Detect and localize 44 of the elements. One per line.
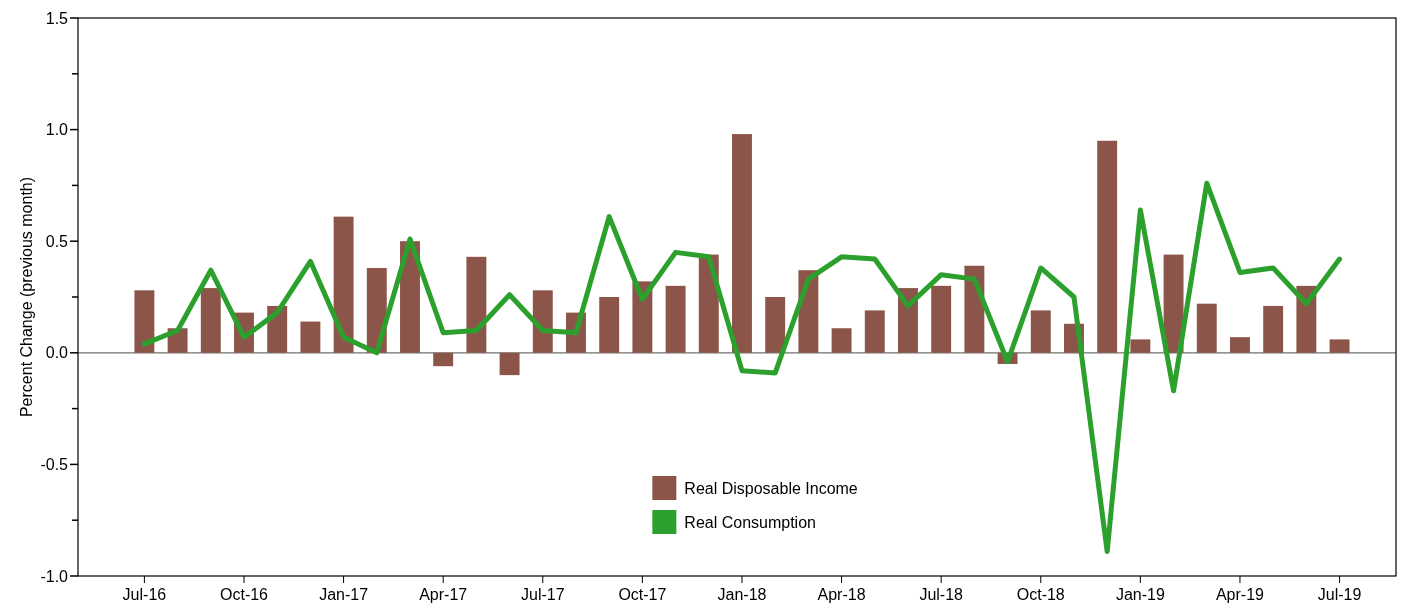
bar — [300, 321, 321, 353]
x-tick-label: Jan-19 — [1115, 586, 1165, 603]
bar — [931, 285, 952, 353]
bar — [765, 297, 786, 353]
y-axis-title: Percent Change (previous month) — [18, 176, 35, 418]
bar — [499, 352, 520, 376]
x-tick-label: Jul-17 — [521, 586, 565, 603]
y-tick-label: 1.0 — [45, 121, 69, 139]
bar — [1130, 339, 1151, 353]
bar — [732, 134, 752, 353]
bar — [599, 297, 620, 353]
legend-label: Real Consumption — [684, 513, 816, 531]
bar — [1097, 140, 1118, 353]
x-tick-label: Apr-17 — [419, 586, 468, 603]
bar — [1263, 305, 1284, 353]
x-tick-label: Oct-16 — [219, 586, 269, 603]
x-tick-label: Oct-18 — [1016, 586, 1065, 603]
y-tick-label: 0.5 — [45, 232, 69, 250]
x-tick-label: Jul-19 — [1317, 586, 1362, 603]
bar — [532, 290, 553, 353]
bar — [831, 328, 852, 353]
x-tick-label: Oct-17 — [618, 586, 667, 603]
x-tick-label: Jul-16 — [122, 586, 167, 603]
x-tick-label: Jan-17 — [319, 586, 369, 603]
bar — [200, 288, 221, 353]
bar — [433, 352, 454, 367]
bar — [1196, 303, 1217, 353]
x-tick-label: Jul-18 — [919, 586, 964, 603]
bar — [333, 216, 354, 353]
bar — [665, 285, 686, 353]
bar — [1329, 339, 1350, 353]
bar — [1230, 337, 1250, 353]
bar — [1030, 310, 1051, 353]
x-tick-label: Apr-19 — [1215, 586, 1265, 603]
bar — [864, 310, 885, 353]
x-tick-label: Apr-18 — [817, 586, 866, 603]
y-tick-label: -1.0 — [40, 567, 69, 585]
bar — [134, 290, 155, 353]
x-tick-label: Jan-18 — [717, 586, 767, 603]
bar — [466, 256, 487, 353]
y-tick-label: 1.5 — [45, 9, 69, 27]
legend-label: Real Disposable Income — [684, 479, 858, 497]
y-tick-label: -0.5 — [40, 456, 69, 473]
y-tick-label: 0.0 — [45, 344, 69, 362]
